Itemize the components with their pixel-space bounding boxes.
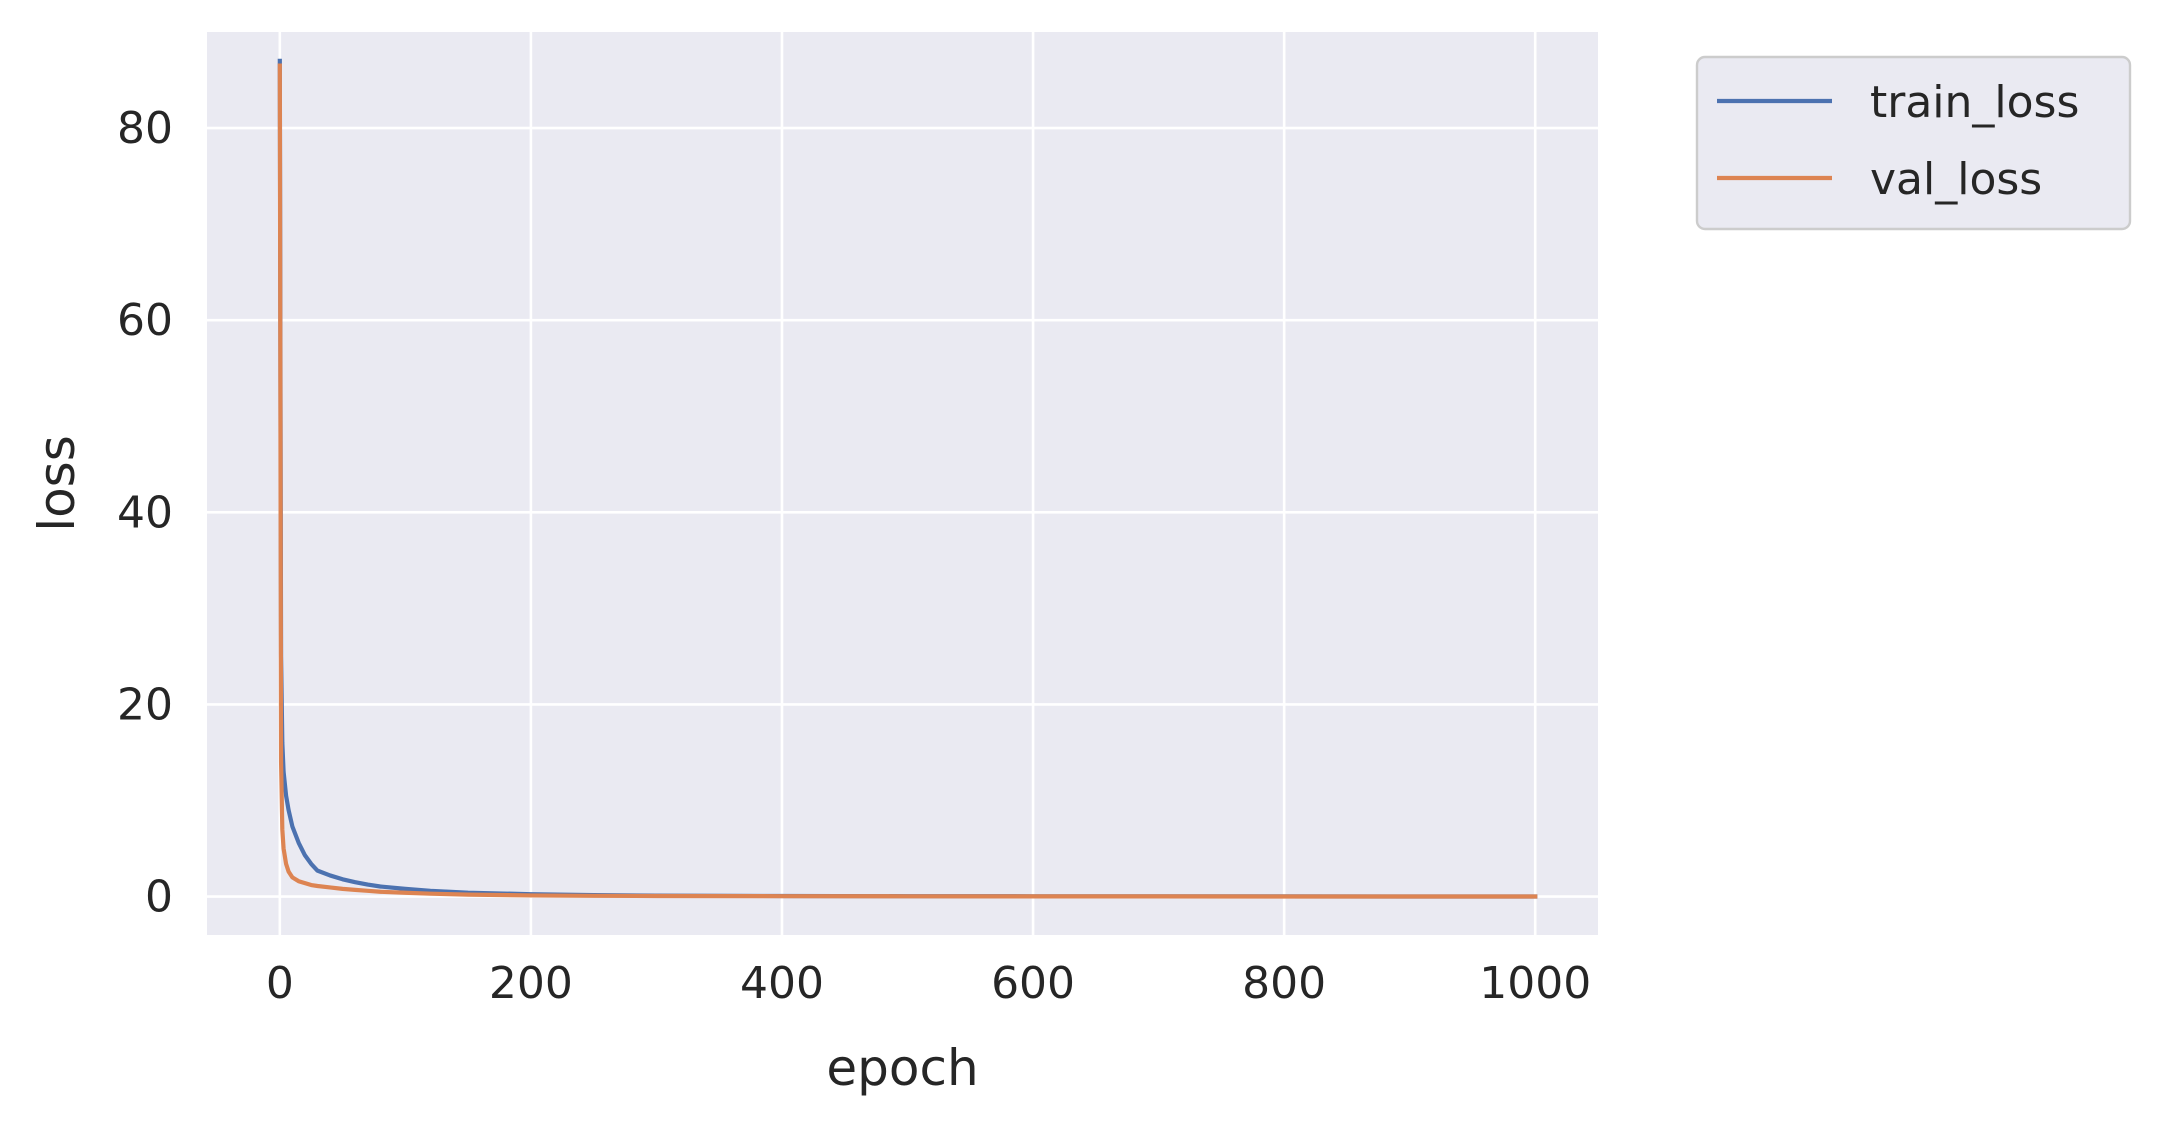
y-tick-label: 0 [145, 872, 173, 923]
legend-label-train-loss: train_loss [1870, 77, 2079, 128]
plot-area [207, 32, 1598, 935]
x-tick-label: 400 [740, 958, 824, 1009]
x-tick-label: 200 [489, 958, 573, 1009]
y-axis-ticks: 0 20 40 60 80 [117, 103, 173, 923]
series-line-val-loss [277, 63, 1538, 899]
x-tick-label: 1000 [1479, 958, 1591, 1009]
x-axis-ticks: 0 200 400 600 800 1000 [266, 958, 1591, 1009]
legend-label-val-loss: val_loss [1870, 154, 2042, 205]
y-axis-label: loss [28, 435, 86, 532]
x-tick-label: 600 [991, 958, 1075, 1009]
y-tick-label: 40 [117, 487, 173, 538]
y-tick-label: 60 [117, 295, 173, 346]
x-axis-label: epoch [826, 1039, 978, 1097]
grid [207, 32, 1598, 935]
y-tick-label: 20 [117, 679, 173, 730]
y-tick-label: 80 [117, 103, 173, 154]
series-lines [277, 58, 1538, 899]
legend: train_loss val_loss [1695, 55, 2132, 231]
x-tick-label: 0 [266, 958, 294, 1009]
x-tick-label: 800 [1242, 958, 1326, 1009]
